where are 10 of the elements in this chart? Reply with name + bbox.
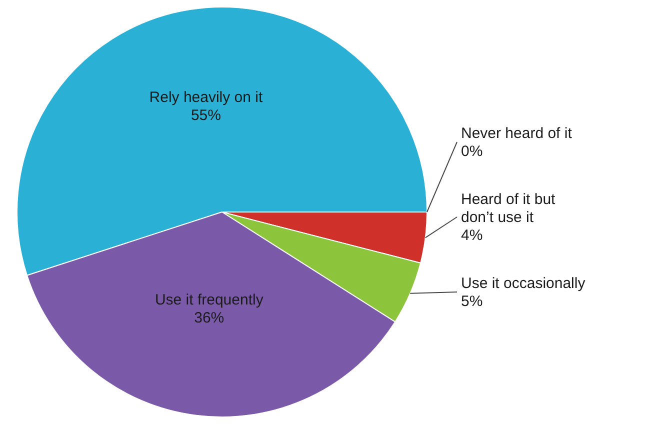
- slice-label: Rely heavily on it: [149, 88, 264, 106]
- text: 0%: [461, 143, 483, 160]
- slice-label: Use it frequently: [154, 292, 264, 309]
- data-label: 55%: [190, 106, 221, 124]
- data-label: 5%: [461, 293, 483, 310]
- category-label: Never heard of it: [461, 125, 572, 142]
- slice-label: Use it occasionally: [461, 275, 586, 292]
- data-label: 36%: [194, 310, 224, 327]
- slice-label: Heard of it but don’t use it: [461, 191, 556, 226]
- data-label: 4%: [461, 227, 483, 244]
